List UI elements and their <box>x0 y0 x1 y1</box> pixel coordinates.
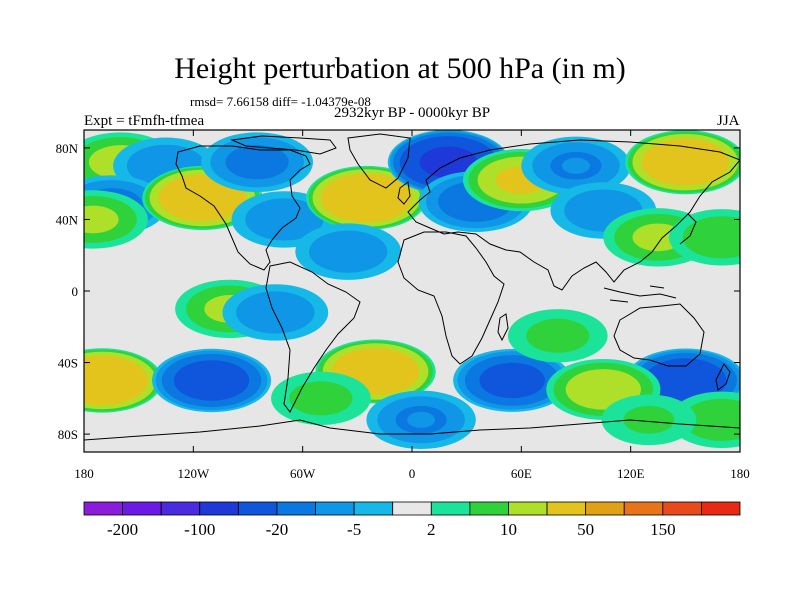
colorbar: -200 -100 -20 -5 2 10 50 150 <box>83 501 741 539</box>
anomaly-core <box>589 202 618 219</box>
coastline-new-zealand <box>715 363 731 391</box>
colorbar-swatch <box>237 501 278 516</box>
coastline-indonesia <box>603 285 677 303</box>
coastline-antarctica <box>84 419 740 441</box>
coastline-eurasia <box>407 139 740 291</box>
colorbar-swatch <box>199 501 239 516</box>
lon-tick-label: 60E <box>511 466 532 481</box>
anomaly-core <box>270 211 299 228</box>
anomaly-core <box>644 229 672 246</box>
coastline-north-america <box>175 145 311 271</box>
anomaly-core <box>334 243 363 260</box>
anomaly-core <box>152 157 180 174</box>
coastline-south-america <box>265 261 361 413</box>
anomaly-cell <box>668 209 740 266</box>
colorbar-swatch <box>662 501 702 516</box>
coastline-australia <box>613 303 705 367</box>
page-title: Height perturbation at 500 hPa (in m) <box>174 52 626 85</box>
stats-text: rmsd= 7.66158 diff= -1.04379e-08 <box>190 94 371 109</box>
anomaly-core <box>589 381 618 398</box>
colorbar-swatch <box>585 501 625 516</box>
lon-tick-label: 180 <box>74 466 94 481</box>
colorbar-swatch <box>469 501 509 516</box>
colorbar-label: -5 <box>347 520 361 539</box>
lat-tick-label: 80N <box>56 141 79 156</box>
anomaly-core <box>197 372 226 389</box>
colorbar-label: 150 <box>650 520 676 539</box>
lon-tick-label: 0 <box>409 466 416 481</box>
anomaly-core <box>243 154 272 171</box>
anomaly-cell <box>366 390 476 449</box>
colorbar-label: -200 <box>107 520 138 539</box>
coastlines <box>84 133 740 441</box>
coastline-japan <box>679 213 697 245</box>
anomaly-core <box>707 411 736 428</box>
experiment-label: Expt = tFmfh-tfmea <box>84 113 205 129</box>
colorbar-swatch <box>353 501 394 516</box>
colorbar-swatch <box>315 501 355 516</box>
colorbar-swatch <box>276 501 316 516</box>
colorbar-swatch <box>122 501 162 516</box>
colorbar-swatch <box>546 501 587 516</box>
coastline-greenland <box>347 133 411 189</box>
colorbar-label: 2 <box>427 520 436 539</box>
lat-tick-label: 40N <box>56 212 79 227</box>
anomaly-core <box>84 211 108 228</box>
anomaly-cell <box>84 190 148 249</box>
coastline-africa <box>397 231 505 365</box>
anomaly-core <box>634 411 663 428</box>
colorbar-label: -100 <box>184 520 215 539</box>
lat-tick-label: 80S <box>58 427 78 442</box>
lat-tick-label: 40S <box>58 356 78 371</box>
anomaly-core <box>306 390 335 407</box>
anomaly-cell <box>625 130 740 195</box>
anomaly-cell <box>295 223 402 280</box>
subtitle: 2932kyr BP - 0000kyr BP <box>333 105 491 121</box>
anomaly-core <box>88 372 117 389</box>
colorbar-label: 50 <box>577 520 594 539</box>
coastline-madagascar <box>497 313 509 342</box>
anomaly-core <box>543 327 572 344</box>
anomaly-cell <box>201 132 314 193</box>
anomaly-cell <box>84 348 163 413</box>
anomaly-core <box>407 411 436 428</box>
anomaly-cell <box>453 348 572 412</box>
anomaly-core <box>352 189 381 206</box>
anomaly-core <box>671 372 700 389</box>
anomaly-cell <box>151 348 272 413</box>
colorbar-label: -20 <box>266 520 289 539</box>
colorbar-label: 10 <box>500 520 517 539</box>
anomaly-cell <box>507 309 608 363</box>
colorbar-swatch <box>83 501 123 516</box>
colorbar-swatch <box>392 501 432 516</box>
anomaly-core <box>562 157 590 174</box>
anomaly-core <box>361 363 390 380</box>
colorbar-swatch <box>508 501 548 516</box>
season-label: JJA <box>717 113 740 129</box>
colorbar-swatch <box>430 501 471 516</box>
anomaly-core <box>261 304 290 321</box>
colorbar-swatch <box>623 501 664 516</box>
anomaly-cell <box>271 371 371 425</box>
anomaly-core <box>434 154 463 171</box>
lon-tick-label: 60W <box>290 466 316 481</box>
lat-tick-label: 0 <box>72 284 79 299</box>
colorbar-swatch <box>701 501 741 516</box>
anomaly-core <box>498 372 527 389</box>
coastline-arctic-islands <box>230 135 337 155</box>
colorbar-swatch <box>160 501 201 516</box>
anomaly-core <box>707 229 736 246</box>
anomaly-cell <box>601 394 697 446</box>
anomaly-cell <box>462 149 580 212</box>
coastline-britain <box>397 181 411 205</box>
anomaly-core <box>671 154 700 171</box>
lon-tick-label: 120W <box>177 466 210 481</box>
lon-tick-label: 180 <box>730 466 750 481</box>
lon-tick-label: 120E <box>617 466 645 481</box>
axis-ticks: 80N 40N 0 40S 80S 180 120W 60W 0 60E 120E 180 <box>56 130 750 481</box>
anomaly-cell <box>222 284 329 341</box>
anomaly-field <box>84 130 740 449</box>
anomaly-cell <box>521 136 631 195</box>
